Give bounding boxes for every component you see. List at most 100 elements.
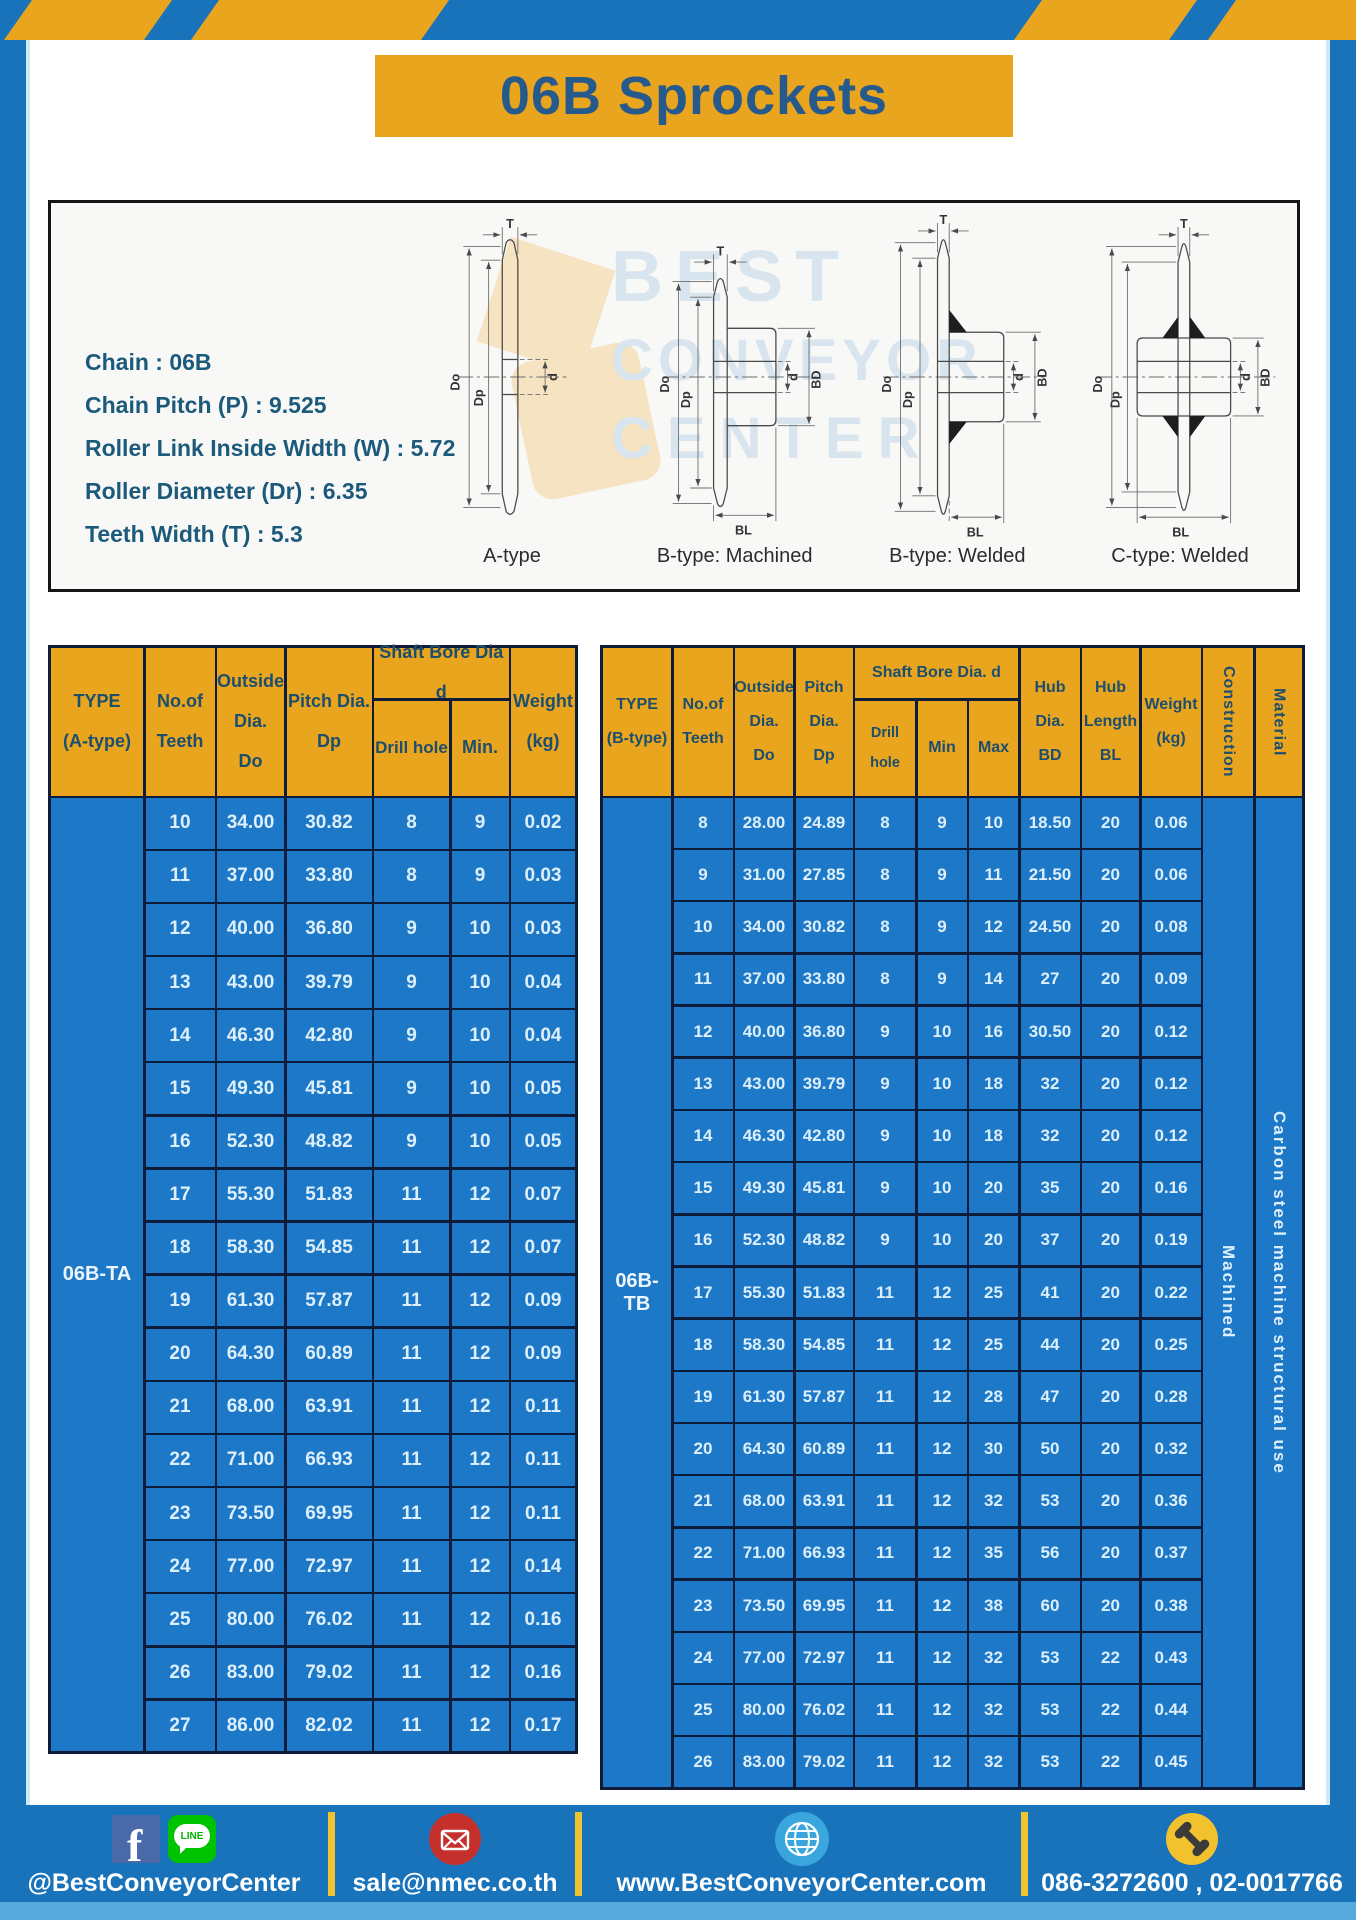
contact-footer: f LINE @BestConveyorCenter sale@nmec.co.…: [0, 1805, 1356, 1902]
table-cell: 9: [374, 1010, 449, 1061]
table-cell: 24.89: [795, 798, 853, 848]
table-cell: 11: [855, 1372, 915, 1422]
table-cell: 23: [145, 1488, 215, 1539]
table-cell: 51.83: [795, 1267, 853, 1318]
table-cell: 28.00: [735, 798, 793, 848]
table-cell: 9: [855, 1006, 915, 1057]
table-cell: 0.03: [511, 904, 575, 955]
table-cell: 10: [917, 1111, 967, 1161]
table-cell: 12: [969, 902, 1018, 953]
table-cell: 34.00: [735, 902, 793, 953]
table-cell: 16: [145, 1116, 215, 1168]
table-cell: 12: [917, 1528, 967, 1579]
table-cell: 10: [917, 1163, 967, 1213]
table-cell: 10: [451, 1116, 509, 1168]
table-cell: 36.80: [795, 1006, 853, 1057]
table-cell: 44: [1020, 1319, 1080, 1370]
page-title: 06B Sprockets: [499, 66, 889, 126]
table-cell: 46.30: [735, 1111, 793, 1161]
table-cell: 53: [1020, 1737, 1080, 1788]
dim-label-dp: Dp: [679, 391, 693, 408]
table-cell: 8: [673, 798, 733, 848]
table-cell: 32: [969, 1685, 1018, 1735]
diagram-a-type: T Do Dp d A-type: [401, 211, 623, 589]
table-cell: 60.89: [286, 1328, 372, 1380]
table-cell: 0.08: [1141, 902, 1201, 953]
table-cell: 8: [374, 798, 449, 849]
table-cell: 20: [1082, 1111, 1139, 1161]
table-cell: 9: [451, 798, 509, 849]
table-cell: 9: [374, 1116, 449, 1168]
table-cell: 12: [917, 1685, 967, 1735]
facebook-icon: f: [112, 1815, 160, 1863]
table-cell: 20: [1082, 902, 1139, 953]
yellow-stripe: [1005, 0, 1206, 40]
table-cell: 11: [855, 1580, 915, 1631]
table-cell: 0.17: [511, 1700, 575, 1752]
table-cell: 10: [451, 1063, 509, 1115]
dim-label-dp: Dp: [1109, 391, 1123, 408]
line-bubble: LINE: [174, 1824, 210, 1848]
table-cell: 82.02: [286, 1700, 372, 1752]
title-banner: 06B Sprockets: [375, 55, 1013, 137]
table-cell: 0.06: [1141, 798, 1201, 848]
table-cell: 8: [855, 954, 915, 1005]
table-cell: 76.02: [286, 1594, 372, 1645]
table-cell: 0.04: [511, 957, 575, 1008]
table-cell: 12: [451, 1222, 509, 1274]
table-cell: 12: [451, 1700, 509, 1752]
table-cell: 27: [145, 1700, 215, 1752]
table-cell: 9: [917, 798, 967, 848]
table-cell: 0.11: [511, 1382, 575, 1433]
table-cell: 18.50: [1020, 798, 1080, 848]
table-cell: 24: [673, 1633, 733, 1683]
table-cell: 12: [917, 1267, 967, 1318]
table-cell: 0.12: [1141, 1006, 1201, 1057]
table-cell: 66.93: [795, 1528, 853, 1579]
dim-label-bl: BL: [967, 526, 984, 540]
table-cell: 9: [374, 1063, 449, 1115]
column-header-hub-dia: Hub Dia. BD: [1020, 648, 1080, 796]
table-cell: 18: [969, 1058, 1018, 1109]
table-cell: 9: [855, 1111, 915, 1161]
table-cell: 14: [673, 1111, 733, 1161]
table-cell: 12: [917, 1476, 967, 1527]
footer-email-section: sale@nmec.co.th: [335, 1805, 575, 1902]
dim-label-dp: Dp: [902, 391, 916, 408]
facebook-glyph: f: [127, 1820, 143, 1863]
sprocket-drawing-c-welded: T Do Dp d BD: [1091, 217, 1276, 540]
table-cell: 36.80: [286, 904, 372, 955]
table-cell: 16: [969, 1006, 1018, 1057]
table-cell: 16: [673, 1215, 733, 1266]
column-header-shaft-bore-group: Shaft Bore Dia d: [374, 642, 509, 702]
table-cell: 24: [145, 1541, 215, 1592]
globe-icon: [774, 1812, 829, 1866]
table-cell: 10: [451, 1010, 509, 1061]
table-cell: 60.89: [795, 1424, 853, 1474]
table-cell: 11: [374, 1488, 449, 1539]
footer-social-section: f LINE @BestConveyorCenter: [0, 1805, 328, 1902]
table-cell: 0.44: [1141, 1685, 1201, 1735]
table-cell: 9: [855, 1163, 915, 1213]
dim-label-do: Do: [1091, 375, 1105, 392]
spec-line: Chain : 06B: [85, 349, 212, 375]
table-cell: 32: [1020, 1058, 1080, 1109]
dim-label-d: d: [1239, 373, 1253, 381]
footer-bottom-strip: [0, 1902, 1356, 1920]
line-bubble-tail: [180, 1845, 189, 1854]
table-cell: 39.79: [286, 957, 372, 1008]
table-cell: 0.09: [1141, 954, 1201, 1005]
table-cell: 28: [969, 1372, 1018, 1422]
diagram-label: C-type: Welded: [1111, 545, 1249, 567]
table-cell: 0.06: [1141, 850, 1201, 900]
website-url: www.BestConveyorCenter.com: [616, 1869, 987, 1897]
table-cell: 30: [969, 1424, 1018, 1474]
sprocket-drawing-b-machined: T Do Dp d BD: [657, 244, 823, 537]
table-cell: 45.81: [286, 1063, 372, 1115]
table-cell: 42.80: [286, 1010, 372, 1061]
table-cell: 68.00: [217, 1382, 284, 1433]
table-cell: 20: [1082, 1058, 1139, 1109]
column-header-type: TYPE (A-type): [51, 648, 143, 796]
table-cell: 73.50: [217, 1488, 284, 1539]
table-cell: 20: [1082, 798, 1139, 848]
